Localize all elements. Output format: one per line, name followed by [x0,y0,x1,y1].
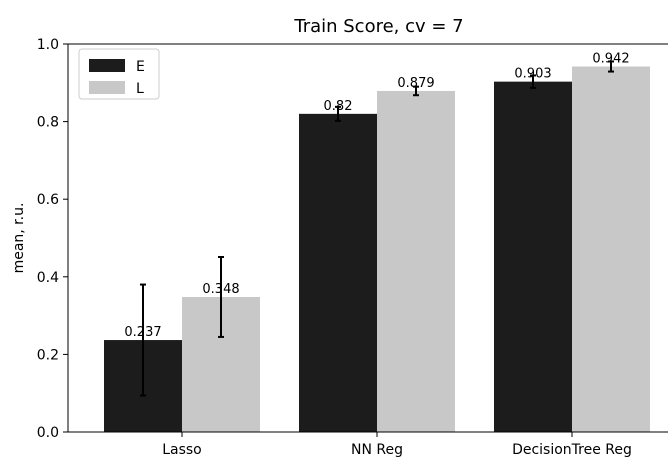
y-tick-label: 0.4 [37,270,59,286]
y-tick-label: 0.6 [37,192,59,208]
legend-label-E: E [136,59,145,75]
x-tick-label: DecisionTree Reg [512,442,632,458]
bar-L-nn-reg [377,90,455,432]
legend-swatch-L [89,81,125,94]
data-label: 0.942 [592,52,629,67]
data-label: 0.903 [514,67,551,82]
y-tick-label: 0.0 [37,425,59,441]
bar-L-decisiontree-reg [572,66,650,432]
chart-title: Train Score, cv = 7 [293,16,463,37]
data-label: 0.348 [202,282,239,297]
y-tick-label: 1.0 [37,37,59,53]
y-tick-label: 0.2 [37,347,59,363]
data-label: 0.82 [324,99,353,114]
legend-label-L: L [136,81,144,97]
bar-E-nn-reg [299,113,377,432]
x-tick-label: NN Reg [351,442,403,458]
plot-area: 0.237 0.82 0.903 0.348 0.879 0.942 0.0 0.2 0.4 0.… [37,37,668,458]
x-tick-label: Lasso [162,442,202,458]
data-label: 0.879 [397,76,434,91]
y-tick-label: 0.8 [37,115,59,131]
bar-E-decisiontree-reg [494,81,572,433]
legend-swatch-E [89,59,125,72]
data-label: 0.237 [124,325,161,340]
y-axis-label: mean, r.u. [11,203,27,274]
